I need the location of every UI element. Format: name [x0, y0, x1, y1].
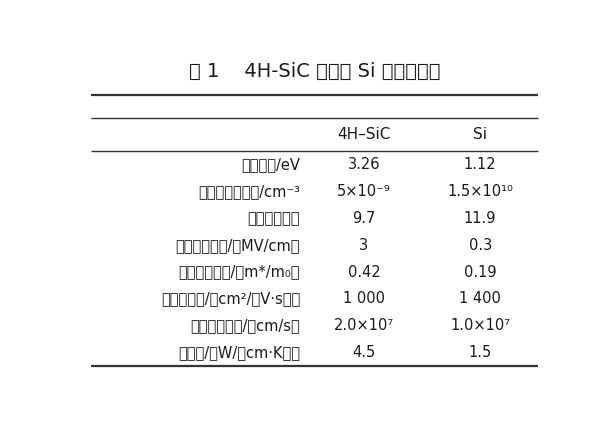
Text: 0.19: 0.19 — [464, 265, 497, 279]
Text: 本征载流子浓度/cm⁻³: 本征载流子浓度/cm⁻³ — [198, 184, 300, 199]
Text: Si: Si — [473, 127, 487, 142]
Text: 热导率/（W/（cm·K））: 热导率/（W/（cm·K）） — [178, 345, 300, 360]
Text: 1.5: 1.5 — [468, 345, 492, 360]
Text: 3.26: 3.26 — [348, 157, 380, 172]
Text: 相对介电常数: 相对介电常数 — [247, 211, 300, 226]
Text: 3: 3 — [359, 238, 368, 253]
Text: 1.0×10⁷: 1.0×10⁷ — [450, 318, 510, 333]
Text: 临界击穿电场/（MV/cm）: 临界击穿电场/（MV/cm） — [176, 238, 300, 253]
Text: 1 400: 1 400 — [459, 291, 501, 306]
Text: 9.7: 9.7 — [352, 211, 376, 226]
Text: 0.42: 0.42 — [348, 265, 380, 279]
Text: 1.5×10¹⁰: 1.5×10¹⁰ — [447, 184, 513, 199]
Text: 4H–SiC: 4H–SiC — [337, 127, 391, 142]
Text: 电子迁移率/（cm²/（V·s））: 电子迁移率/（cm²/（V·s）） — [161, 291, 300, 306]
Text: 11.9: 11.9 — [464, 211, 497, 226]
Text: 5×10⁻⁹: 5×10⁻⁹ — [337, 184, 391, 199]
Text: 表 1    4H-SiC 材料与 Si 材料的比较: 表 1 4H-SiC 材料与 Si 材料的比较 — [189, 62, 440, 81]
Text: 4.5: 4.5 — [352, 345, 376, 360]
Text: 电子饱和速度/（cm/s）: 电子饱和速度/（cm/s） — [190, 318, 300, 333]
Text: 1.12: 1.12 — [464, 157, 497, 172]
Text: 禁带宽度/eV: 禁带宽度/eV — [241, 157, 300, 172]
Text: 1 000: 1 000 — [343, 291, 385, 306]
Text: 2.0×10⁷: 2.0×10⁷ — [334, 318, 394, 333]
Text: 电子有效质量/（m*/m₀）: 电子有效质量/（m*/m₀） — [179, 265, 300, 279]
Text: 0.3: 0.3 — [468, 238, 492, 253]
